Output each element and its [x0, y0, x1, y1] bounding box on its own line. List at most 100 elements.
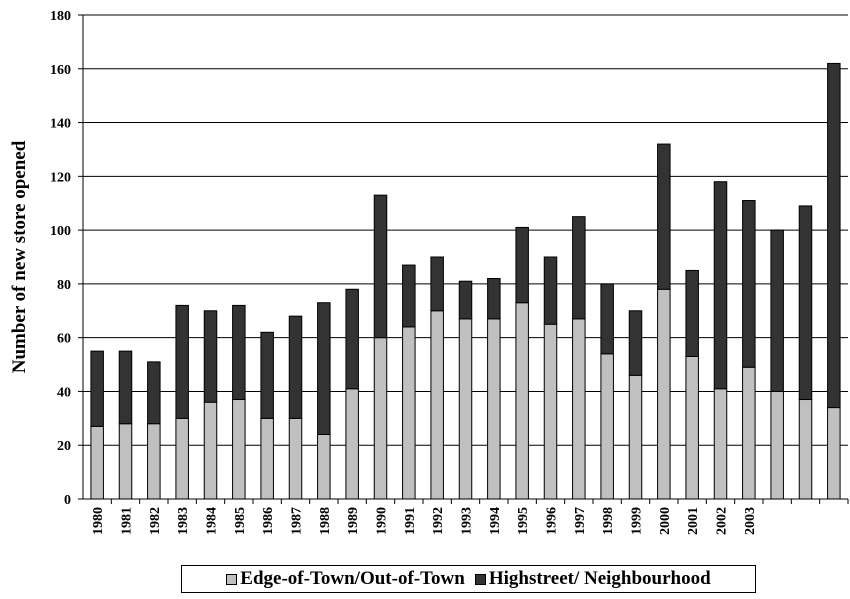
bar-highstreet — [487, 278, 501, 320]
bar-edge-of-town — [543, 323, 558, 500]
bar-edge-of-town — [572, 318, 586, 500]
bar-highstreet — [345, 288, 359, 390]
bar-highstreet — [147, 361, 161, 425]
x-tick-label: 1999 — [630, 507, 645, 535]
bars — [90, 62, 841, 500]
bar-highstreet — [288, 315, 303, 419]
bar-edge-of-town — [317, 433, 331, 500]
bar-highstreet — [118, 350, 133, 425]
bar-edge-of-town — [600, 353, 614, 500]
bar-highstreet — [175, 304, 189, 419]
bar-edge-of-town — [345, 388, 359, 500]
bar-edge-of-town — [515, 302, 529, 500]
y-axis-label: Number of new store opened — [9, 140, 30, 373]
legend-label-edge-of-town: Edge-of-Town/Out-of-Town — [240, 568, 465, 589]
x-tick-label: 1985 — [233, 507, 248, 535]
bar-edge-of-town — [827, 407, 841, 500]
x-tick-label: 1993 — [460, 507, 475, 535]
bar-highstreet — [572, 216, 586, 320]
bar-highstreet — [430, 256, 444, 312]
y-tick-label: 60 — [57, 332, 71, 347]
x-tick-label: 1990 — [375, 507, 390, 535]
x-tick-label: 2000 — [658, 507, 673, 535]
bar-highstreet — [203, 310, 218, 403]
x-tick-label: 1996 — [545, 507, 560, 535]
x-tick-label: 1997 — [573, 507, 588, 535]
legend-swatch-edge-of-town — [226, 573, 238, 585]
bar-highstreet — [713, 181, 728, 390]
y-tick-label: 140 — [50, 117, 71, 132]
bar-highstreet — [317, 302, 331, 435]
bar-highstreet — [232, 304, 246, 401]
bar-edge-of-town — [175, 417, 189, 500]
bar-highstreet — [373, 194, 388, 339]
y-tick-label: 160 — [50, 63, 71, 78]
bar-edge-of-town — [232, 399, 246, 500]
x-tick-label: 1986 — [261, 507, 276, 535]
legend-swatch-highstreet — [474, 573, 486, 585]
legend-label-highstreet: Highstreet/ Neighbourhood — [488, 568, 711, 589]
bar-edge-of-town — [118, 423, 133, 500]
bar-edge-of-town — [458, 318, 473, 500]
bar-highstreet — [515, 226, 529, 304]
x-tick-label: 1983 — [176, 507, 191, 535]
bar-highstreet — [90, 350, 104, 427]
x-tick-labels: 1980 1981 1982 1983 1984 1985 1986 1987 1988 1989… — [91, 499, 849, 535]
bar-edge-of-town — [288, 417, 303, 500]
y-tick-label: 120 — [50, 170, 71, 185]
x-tick-label: 1995 — [516, 507, 531, 535]
bar-edge-of-town — [770, 390, 784, 500]
bar-highstreet — [402, 264, 416, 328]
bar-highstreet — [543, 256, 558, 325]
x-tick-label: 1991 — [403, 507, 418, 535]
bar-edge-of-town — [742, 366, 756, 500]
y-tick-label: 40 — [57, 385, 71, 400]
x-tick-label: 1984 — [205, 507, 220, 535]
bar-highstreet — [798, 205, 813, 401]
bar-edge-of-town — [685, 355, 699, 500]
x-tick-label: 1994 — [488, 507, 503, 535]
bar-edge-of-town — [147, 423, 161, 500]
bar-highstreet — [260, 331, 274, 419]
bar-edge-of-town — [657, 288, 671, 500]
y-tick-label: 20 — [57, 439, 71, 454]
bar-edge-of-town — [373, 337, 388, 500]
bar-highstreet — [628, 310, 643, 376]
bar-highstreet — [685, 269, 699, 357]
bar-edge-of-town — [798, 399, 813, 500]
bar-highstreet — [600, 283, 614, 355]
x-tick-label: 1988 — [318, 507, 333, 535]
bar-edge-of-town — [203, 401, 218, 500]
x-tick-label: 2001 — [686, 507, 701, 535]
x-tick-label: 2002 — [715, 507, 730, 535]
y-tick-label: 100 — [50, 224, 71, 239]
bar-edge-of-town — [713, 388, 728, 500]
x-tick-label: 1987 — [290, 507, 305, 535]
bar-highstreet — [742, 200, 756, 368]
x-tick-label: 1981 — [120, 507, 135, 535]
axes — [82, 15, 848, 500]
y-tick-label: 0 — [64, 493, 71, 508]
x-tick-label: 1980 — [91, 507, 106, 535]
bar-edge-of-town — [628, 374, 643, 500]
legend-item-edge-of-town: Edge-of-Town/Out-of-Town — [226, 568, 465, 590]
bar-edge-of-town — [430, 310, 444, 500]
bar-highstreet — [657, 143, 671, 290]
bar-edge-of-town — [90, 425, 104, 500]
legend-item-highstreet: Highstreet/ Neighbourhood — [474, 568, 711, 590]
x-tick-label: 1982 — [148, 507, 163, 535]
bar-highstreet — [458, 280, 473, 320]
x-tick-label: 1989 — [346, 507, 361, 535]
bar-highstreet — [770, 229, 784, 392]
y-tick-labels: 0 20 40 60 80 100 120 140 160 180 — [50, 9, 83, 508]
bar-edge-of-town — [487, 318, 501, 500]
y-tick-label: 80 — [57, 278, 71, 293]
y-tick-label: 180 — [50, 9, 71, 24]
bar-edge-of-town — [260, 417, 274, 500]
x-tick-label: 1992 — [431, 507, 446, 535]
bar-edge-of-town — [402, 326, 416, 500]
bar-highstreet — [827, 62, 841, 409]
legend: Edge-of-Town/Out-of-Town Highstreet/ Nei… — [181, 565, 756, 593]
x-tick-label: 2003 — [743, 507, 758, 535]
